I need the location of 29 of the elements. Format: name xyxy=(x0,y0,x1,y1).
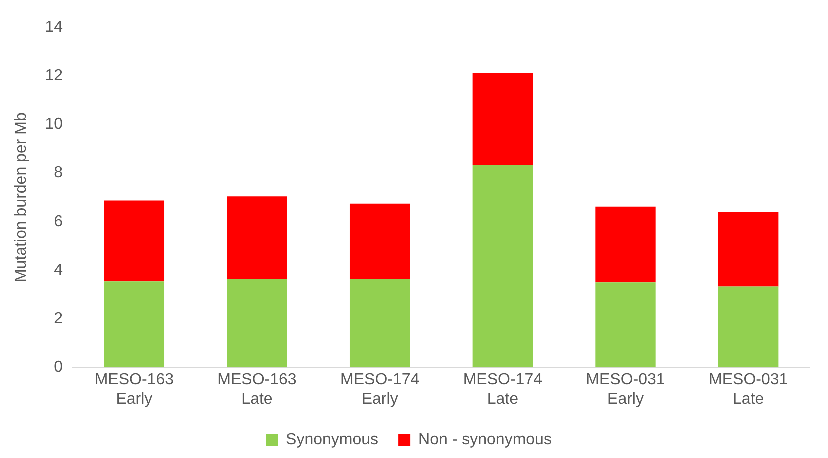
x-tick-label: MESO-031 Late xyxy=(709,372,788,408)
bar xyxy=(104,282,165,368)
bar xyxy=(227,196,288,280)
y-tick-label: 4 xyxy=(54,262,64,279)
bar xyxy=(718,286,779,368)
x-tick-label: MESO-174 Early xyxy=(340,372,420,408)
y-tick-label: 0 xyxy=(54,359,64,376)
y-tick-label: 8 xyxy=(54,164,64,182)
x-tick-label: MESO-031 Early xyxy=(586,372,666,408)
y-axis-title: Mutation burden per Mb xyxy=(13,112,30,283)
y-tick-label: 2 xyxy=(54,310,64,328)
y-tick-label: 14 xyxy=(45,19,64,36)
x-tick-label: MESO-163 Late xyxy=(218,372,297,408)
bar xyxy=(472,73,534,166)
x-tick-label: MESO-174 Late xyxy=(463,372,543,408)
bar xyxy=(596,282,656,368)
legend-label: Synonymous xyxy=(286,431,379,448)
bar xyxy=(596,206,656,283)
bar xyxy=(104,200,165,282)
y-tick-label: 12 xyxy=(45,68,64,85)
bar xyxy=(472,166,534,368)
y-tick-label: 10 xyxy=(45,116,64,134)
bar xyxy=(350,204,410,280)
legend-label: Non - synonymous xyxy=(418,431,552,448)
bar xyxy=(227,279,288,368)
y-tick-label: 6 xyxy=(54,213,64,230)
bar xyxy=(718,212,779,287)
bar xyxy=(350,279,410,368)
x-tick-label: MESO-163 Early xyxy=(94,372,174,408)
